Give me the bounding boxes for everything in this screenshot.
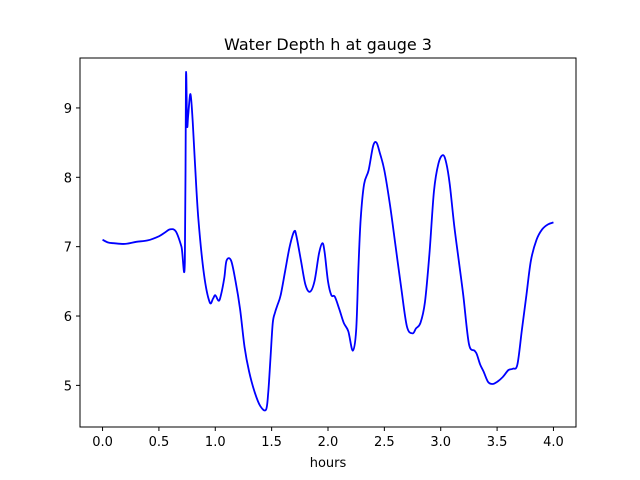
x-tick-label: 0.5: [149, 435, 170, 450]
chart-title: Water Depth h at gauge 3: [224, 35, 432, 54]
x-axis-label: hours: [310, 456, 347, 471]
y-tick-label: 5: [64, 379, 72, 394]
y-tick-label: 6: [64, 310, 72, 325]
x-tick-label: 0.0: [92, 435, 113, 450]
series-line-0: [102, 71, 554, 412]
x-axis: 0.0 0.5 1.0 1.5 2.0 2.5 3.0 3.5 4.0: [92, 427, 564, 450]
x-tick-label: 4.0: [543, 435, 564, 450]
y-tick-label: 7: [64, 241, 72, 256]
y-axis: 5 6 7 8 9: [64, 102, 80, 394]
x-tick-label: 1.0: [205, 435, 226, 450]
x-tick-label: 2.0: [318, 435, 339, 450]
x-tick-label: 2.5: [374, 435, 395, 450]
x-tick-label: 3.5: [487, 435, 508, 450]
y-tick-label: 8: [64, 171, 72, 186]
y-tick-label: 9: [64, 102, 72, 117]
plot-area: [102, 71, 554, 412]
x-tick-label: 3.0: [430, 435, 451, 450]
x-tick-label: 1.5: [261, 435, 282, 450]
